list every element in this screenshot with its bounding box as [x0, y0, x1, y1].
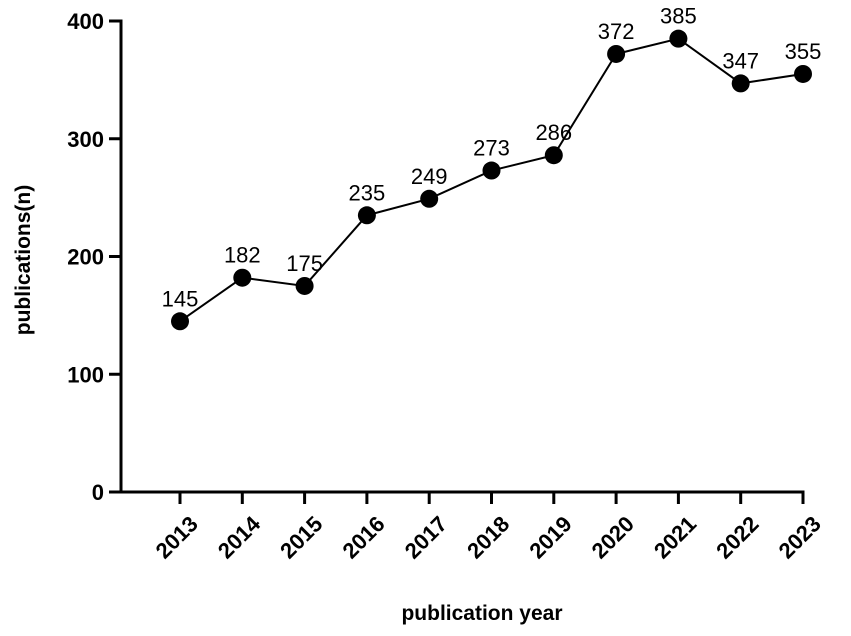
data-label: 235: [349, 180, 386, 205]
x-tick-label: 2022: [711, 511, 763, 563]
y-tick-label: 200: [67, 245, 104, 270]
x-tick-label: 2016: [337, 511, 389, 563]
y-tick-label: 400: [67, 9, 104, 34]
y-tick-label: 300: [67, 127, 104, 152]
axes: [119, 19, 805, 494]
data-label: 182: [224, 243, 261, 268]
data-point: [233, 268, 252, 287]
x-tick-label: 2023: [774, 511, 826, 563]
data-point: [295, 276, 314, 295]
data-point: [731, 74, 750, 93]
y-ticks: 0 100 200 300 400: [67, 9, 121, 505]
y-axis-title: publications(n): [12, 185, 35, 336]
series: [171, 29, 812, 331]
x-tick-label: 2017: [400, 511, 452, 563]
data-point: [669, 29, 688, 48]
data-label: 347: [722, 48, 759, 73]
data-label: 355: [785, 39, 822, 64]
data-label: 372: [598, 19, 635, 44]
data-point: [357, 206, 376, 225]
data-label: 145: [162, 286, 199, 311]
data-label: 273: [473, 136, 510, 161]
y-tick-label: 0: [92, 480, 104, 505]
data-point: [794, 64, 812, 83]
x-tick-label: 2013: [151, 511, 203, 563]
data-point: [420, 189, 439, 208]
series-line: [179, 37, 804, 323]
data-label: 249: [411, 164, 448, 189]
data-point: [482, 161, 501, 180]
data-point: [544, 146, 563, 165]
y-tick-label: 100: [67, 362, 104, 387]
x-tick-label: 2015: [275, 511, 327, 563]
data-labels: 145 182 175 235 249 273 286 372 385 347 355: [162, 4, 822, 312]
data-label: 175: [286, 251, 323, 276]
x-tick-label: 2019: [524, 511, 576, 563]
data-label: 385: [660, 4, 697, 29]
x-tick-label: 2021: [649, 511, 701, 563]
data-point: [607, 44, 626, 63]
x-tick-label: 2014: [213, 511, 266, 564]
x-ticks: 2013 2014 2015 2016 2017 2018 2019 2020 2021 2022…: [151, 492, 826, 563]
x-tick-label: 2020: [587, 511, 639, 563]
data-point: [171, 312, 189, 331]
data-label: 286: [535, 120, 572, 145]
x-tick-label: 2018: [462, 511, 514, 563]
x-axis-title: publication year: [401, 602, 562, 625]
